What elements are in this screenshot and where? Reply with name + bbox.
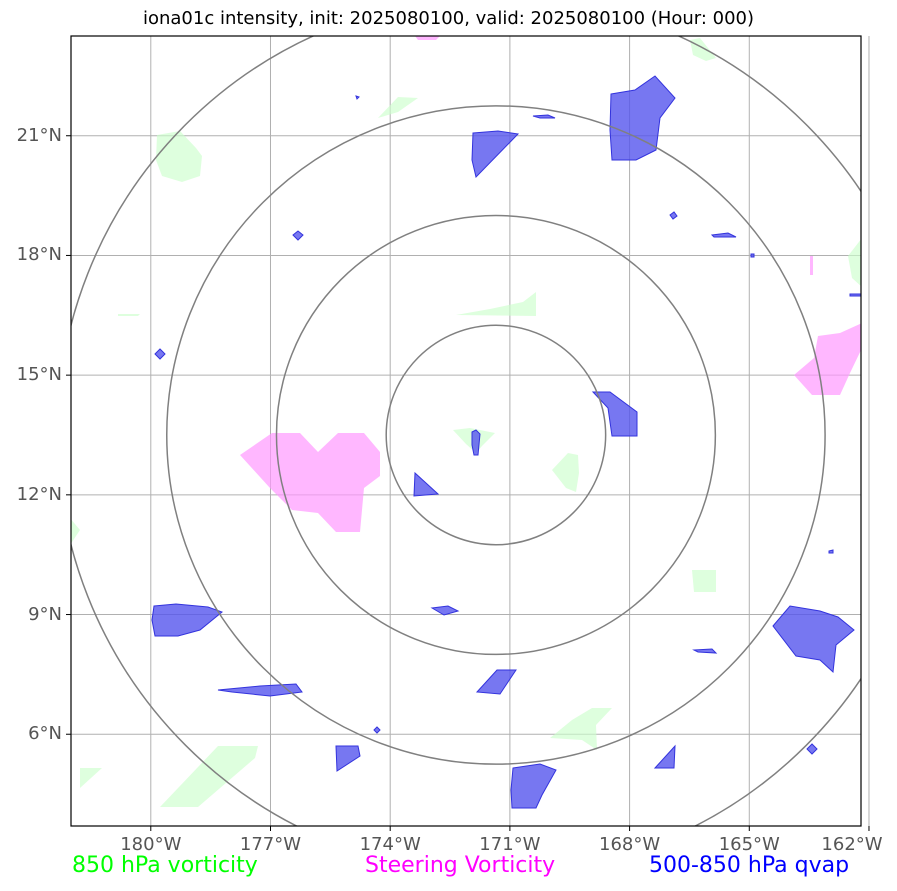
legend-qvap: 500-850 hPa qvap [649, 853, 850, 878]
vort850-patch [690, 38, 716, 61]
map-frame [70, 35, 862, 827]
axis-ticks [66, 135, 870, 831]
qvap-patch [471, 429, 481, 456]
qvap-patch [335, 745, 361, 772]
lon-tick-label: 174°W [359, 834, 421, 855]
lat-tick-label: 12°N [16, 483, 62, 505]
qvap-patch [828, 549, 834, 554]
lon-tick-label: 177°W [239, 834, 302, 855]
qvap-patch [750, 253, 755, 258]
lon-tick-label: 165°W [718, 834, 780, 855]
lat-tick-label: 21°N [16, 124, 62, 146]
qvap-patch [849, 293, 861, 297]
range-ring [275, 214, 717, 656]
vort850-patch [692, 570, 716, 592]
range-ring [166, 105, 826, 765]
qvap-patch [710, 232, 737, 238]
range-ring [385, 324, 607, 546]
steering-patch [794, 323, 861, 395]
range-rings [71, 36, 861, 826]
vort850-patch [118, 314, 140, 316]
qvap-patch [413, 471, 440, 497]
vort850-patch [378, 97, 418, 118]
vort850-patch [456, 292, 536, 316]
qvap-patch [355, 95, 360, 100]
vorticity-850-layer [71, 38, 861, 807]
qvap-patch [471, 130, 520, 179]
lon-tick-label: 168°W [599, 834, 661, 855]
graticule [71, 36, 870, 826]
qvap-patch [151, 603, 224, 637]
map-title: iona01c intensity, init: 2025080100, val… [142, 8, 755, 29]
qvap-patch [475, 669, 517, 695]
qvap-patch [653, 744, 676, 769]
vort850-patch [80, 768, 102, 788]
qvap-patch [669, 211, 678, 220]
vort850-patch [156, 131, 202, 182]
lat-tick-label: 9°N [28, 603, 62, 625]
steering-patch [810, 256, 813, 275]
legend-steering-vorticity: Steering Vorticity [365, 853, 556, 878]
qvap-patch [692, 648, 718, 654]
qvap-patch [373, 726, 381, 734]
lat-tick-label: 15°N [16, 364, 62, 386]
qvap-patch [292, 230, 304, 241]
qvap-layer [151, 75, 861, 809]
vort850-patch [848, 239, 861, 287]
steering-patch [240, 433, 380, 532]
qvap-patch [154, 348, 166, 360]
vort850-patch [71, 519, 80, 544]
qvap-patch [430, 605, 460, 616]
legend-vorticity-850: 850 hPa vorticity [72, 853, 258, 878]
qvap-patch [806, 743, 818, 755]
qvap-patch [772, 605, 855, 674]
steering-vorticity-layer [240, 36, 861, 532]
lat-tick-label: 18°N [16, 244, 62, 266]
qvap-patch [609, 75, 676, 161]
vort850-patch [160, 746, 258, 807]
vort850-patch [552, 453, 579, 492]
lon-tick-label: 171°W [479, 834, 541, 855]
qvap-patch [217, 683, 303, 697]
qvap-patch [532, 114, 556, 119]
qvap-patch [510, 763, 557, 809]
vort850-patch [550, 708, 612, 750]
steering-patch [415, 36, 440, 40]
lat-tick-label: 6°N [28, 723, 62, 745]
lon-tick-label: 180°W [120, 834, 182, 855]
lon-tick-label: 162°W [821, 834, 883, 855]
qvap-patch [591, 391, 638, 437]
